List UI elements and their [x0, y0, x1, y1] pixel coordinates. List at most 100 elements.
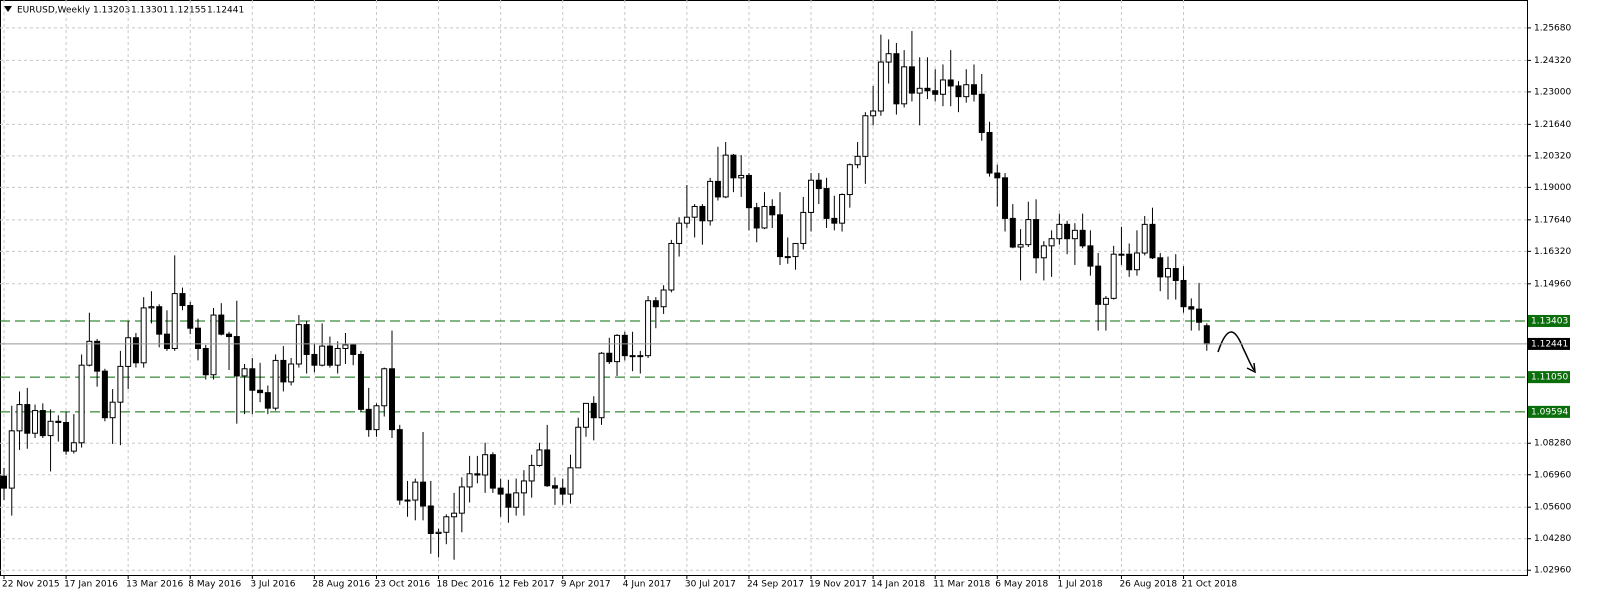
x-tick-label: 22 Nov 2015 [2, 580, 60, 590]
candle-body [55, 420, 62, 423]
level-box [1528, 405, 1570, 418]
candle-body [1133, 252, 1140, 271]
candle-body [1149, 223, 1156, 259]
candle-body [303, 324, 310, 355]
candle-body [350, 344, 357, 355]
candle-body [947, 79, 954, 87]
candle-body [808, 179, 815, 213]
candle-body [1087, 245, 1094, 267]
candle-body [707, 180, 714, 222]
candle-body [458, 486, 465, 514]
candle-body [994, 172, 1001, 179]
candle-body [272, 359, 279, 409]
candle-body [226, 333, 233, 338]
x-tick-label: 9 Apr 2017 [561, 580, 611, 590]
candle-body [932, 90, 939, 95]
candle-body [497, 487, 504, 495]
y-tick-label: 1.25680 [1534, 23, 1571, 33]
header-close: 1.12441 [207, 6, 244, 16]
candle-body [784, 256, 791, 259]
header-low: 1.12155 [169, 6, 206, 16]
candle-body [404, 499, 411, 502]
candle-body [839, 194, 846, 224]
candle-body [326, 345, 333, 366]
candle-body [1172, 268, 1179, 281]
candle-body [1141, 223, 1148, 254]
candle-body [288, 363, 295, 383]
candle-body [978, 93, 985, 133]
candle-body [714, 180, 721, 198]
candle-body [1056, 223, 1063, 240]
candle-body [94, 340, 101, 372]
y-tick-label: 1.14960 [1534, 279, 1571, 289]
candle-body [210, 314, 217, 376]
y-tick-label: 1.05600 [1534, 503, 1571, 513]
level-box [1528, 314, 1570, 327]
candle-body [1009, 217, 1016, 248]
candle-body [163, 333, 170, 349]
x-tick-label: 28 Aug 2016 [312, 580, 370, 590]
menu-triangle [4, 6, 12, 12]
candle-body [645, 300, 652, 357]
candle-body [117, 365, 124, 403]
candle-body [916, 87, 923, 94]
y-tick-label: 1.06960 [1534, 470, 1571, 480]
candle-body [101, 370, 108, 419]
candle-body [668, 242, 675, 291]
x-tick-label: 18 Dec 2016 [437, 580, 495, 590]
candle-body [676, 222, 683, 244]
candle-body [745, 174, 752, 209]
x-tick-label: 26 Aug 2018 [1119, 580, 1177, 590]
candle-body [1126, 253, 1133, 271]
candle-body [357, 353, 364, 410]
candle-body [373, 405, 380, 431]
candle-body [908, 66, 915, 94]
candle-body [621, 334, 628, 357]
candle-body [70, 442, 77, 452]
candle-body [78, 364, 85, 444]
candle-body [257, 389, 264, 394]
candle-body [443, 516, 450, 533]
candle-body [652, 300, 659, 308]
x-tick-label: 3 Jul 2016 [250, 580, 295, 590]
candle-body [218, 314, 225, 335]
candle-body [753, 207, 760, 229]
candle-body [1095, 265, 1102, 305]
price-label: 1.12441 [1531, 339, 1568, 349]
y-tick-label: 1.24320 [1534, 56, 1571, 66]
candle-body [513, 492, 520, 508]
candle-body [567, 467, 574, 495]
candle-body [264, 392, 271, 409]
candle-body [637, 355, 644, 358]
candle-body [195, 327, 201, 349]
candle-body [528, 464, 535, 482]
candle-body [800, 211, 807, 244]
y-tick-label: 1.08280 [1534, 439, 1571, 449]
candle-body [846, 164, 853, 196]
candle-body [629, 355, 636, 358]
x-tick-label: 17 Jan 2016 [64, 580, 118, 590]
candle-body [769, 205, 776, 216]
price-box [1528, 337, 1570, 350]
candle-body [1, 475, 7, 489]
candle-body [249, 368, 256, 391]
candle-body [575, 426, 582, 469]
candle-body [140, 307, 147, 364]
candle-body [427, 505, 434, 534]
candle-body [125, 337, 132, 367]
candle-body [489, 454, 496, 489]
y-tick-label: 1.16320 [1534, 247, 1571, 257]
candle-body [171, 293, 178, 349]
candle-body [1180, 279, 1187, 308]
candle-body [590, 402, 597, 419]
candle-body [86, 340, 93, 366]
candle-body [722, 154, 729, 198]
y-tick-label: 1.21640 [1534, 120, 1571, 130]
candle-body [482, 454, 489, 476]
candle-body [1188, 306, 1195, 310]
candle-body [1033, 219, 1040, 259]
y-tick-label: 1.04280 [1534, 534, 1571, 544]
candle-body [1079, 229, 1086, 247]
x-tick-label: 30 Jul 2017 [685, 580, 736, 590]
candle-body [606, 352, 613, 363]
